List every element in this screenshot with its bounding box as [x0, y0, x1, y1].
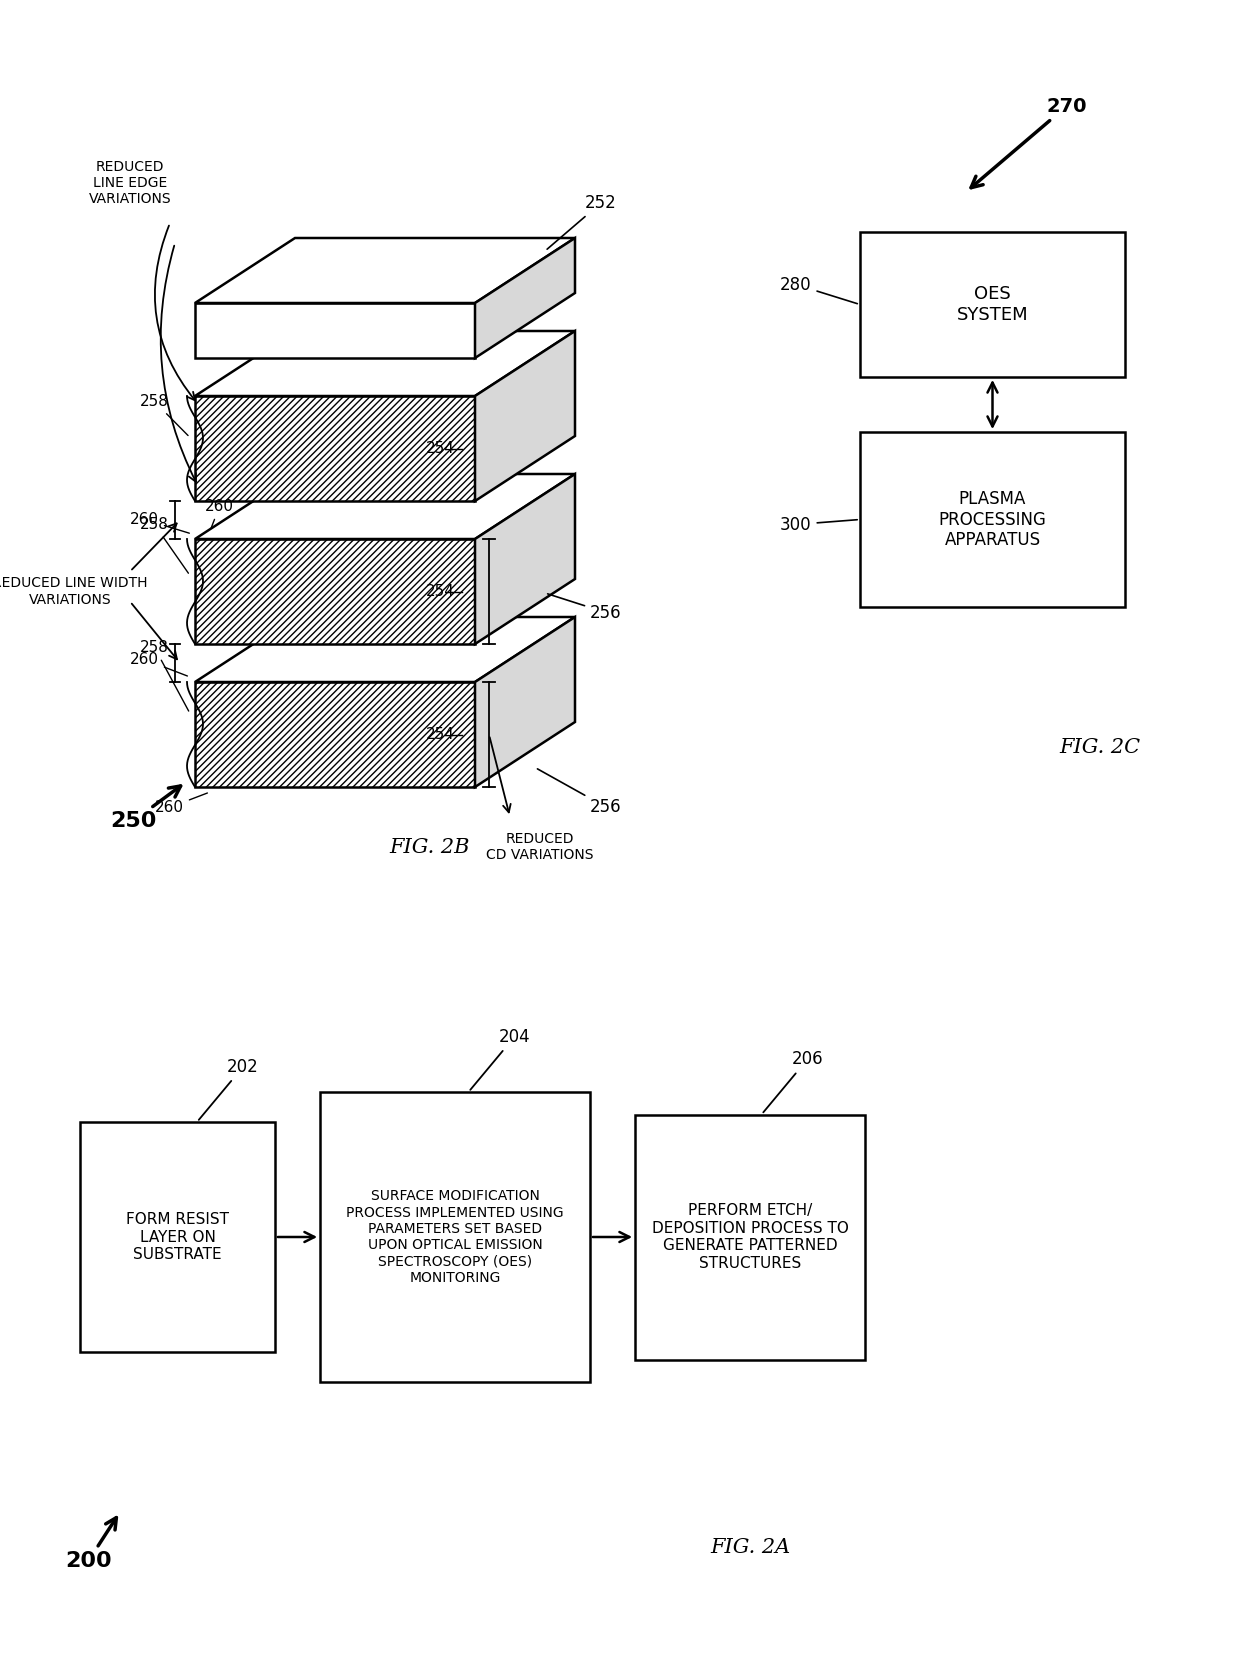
Polygon shape	[475, 332, 575, 502]
Text: 256: 256	[548, 593, 621, 622]
Text: OES
SYSTEM: OES SYSTEM	[957, 285, 1028, 323]
Text: REDUCED
CD VARIATIONS: REDUCED CD VARIATIONS	[486, 832, 594, 862]
Text: 258: 258	[140, 393, 188, 435]
Bar	[81, 1122, 275, 1352]
Bar	[861, 232, 1125, 377]
Bar	[635, 1115, 866, 1360]
Polygon shape	[475, 473, 575, 643]
Text: 206: 206	[764, 1050, 823, 1112]
Text: 258: 258	[140, 640, 188, 712]
Text: 252: 252	[547, 193, 616, 248]
Polygon shape	[195, 617, 575, 682]
Text: 260: 260	[205, 498, 234, 528]
Bar	[320, 1092, 590, 1382]
Polygon shape	[195, 238, 575, 303]
Polygon shape	[475, 617, 575, 787]
Polygon shape	[195, 397, 475, 502]
Text: 250: 250	[110, 785, 181, 832]
Polygon shape	[195, 303, 475, 358]
Text: 270: 270	[971, 97, 1086, 188]
Text: 260: 260	[130, 652, 187, 677]
Text: FIG. 2B: FIG. 2B	[389, 837, 470, 857]
Text: FIG. 2C: FIG. 2C	[1059, 737, 1141, 757]
Polygon shape	[195, 682, 475, 787]
Text: PLASMA
PROCESSING
APPARATUS: PLASMA PROCESSING APPARATUS	[939, 490, 1047, 550]
Text: 254: 254	[425, 583, 454, 598]
Text: 254: 254	[425, 442, 454, 457]
Text: 300: 300	[780, 515, 857, 533]
Polygon shape	[475, 238, 575, 358]
Text: 280: 280	[780, 275, 857, 303]
Polygon shape	[195, 332, 575, 397]
Text: 202: 202	[198, 1059, 259, 1120]
Text: PERFORM ETCH/
DEPOSITION PROCESS TO
GENERATE PATTERNED
STRUCTURES: PERFORM ETCH/ DEPOSITION PROCESS TO GENE…	[651, 1204, 848, 1270]
Text: FORM RESIST
LAYER ON
SUBSTRATE: FORM RESIST LAYER ON SUBSTRATE	[126, 1212, 229, 1262]
Text: REDUCED
LINE EDGE
VARIATIONS: REDUCED LINE EDGE VARIATIONS	[89, 160, 171, 207]
Text: 200: 200	[64, 1517, 117, 1570]
Text: 256: 256	[537, 768, 621, 817]
Text: 258: 258	[140, 517, 188, 573]
Text: SURFACE MODIFICATION
PROCESS IMPLEMENTED USING
PARAMETERS SET BASED
UPON OPTICAL: SURFACE MODIFICATION PROCESS IMPLEMENTED…	[346, 1190, 564, 1285]
Text: REDUCED LINE WIDTH
VARIATIONS: REDUCED LINE WIDTH VARIATIONS	[0, 577, 148, 607]
Text: 204: 204	[470, 1029, 531, 1090]
Text: 254: 254	[425, 727, 454, 742]
Bar	[861, 432, 1125, 607]
Text: 260: 260	[155, 793, 207, 815]
Text: 260: 260	[130, 512, 190, 533]
Polygon shape	[195, 538, 475, 643]
Text: FIG. 2A: FIG. 2A	[709, 1537, 790, 1557]
Polygon shape	[195, 473, 575, 538]
